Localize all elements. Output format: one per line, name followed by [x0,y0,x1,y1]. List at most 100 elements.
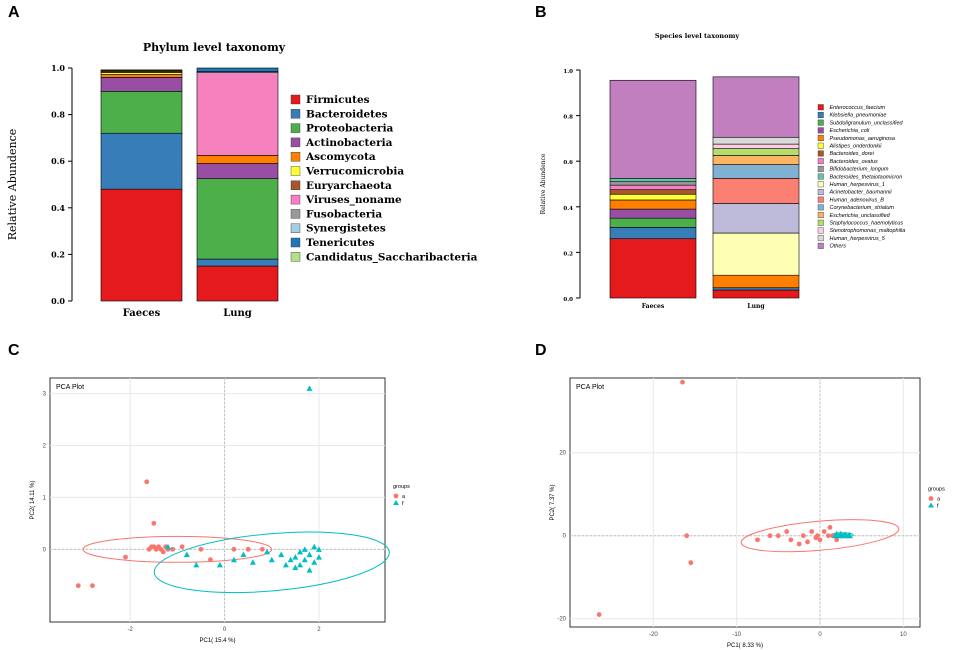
pca-d-legend-label: f [937,504,939,510]
species-legend-swatch [817,181,824,188]
pca-d-x-tick-label: 0 [818,632,822,638]
pca-d-y-label: PC2( 7.37 %) [550,484,556,520]
pca-c-point-f [311,559,318,565]
phylum-legend-label: Bacteroidetes [306,108,388,120]
species-legend-label: Stenotrophomonas_maltophilia [830,228,906,234]
species-bar-segment [712,274,800,289]
species-legend-label: Escherichia_unclassified [830,213,891,219]
panel-label-d: D [535,342,547,359]
pca-d-point-a [775,533,781,539]
pca-d-point-a [680,379,685,385]
pca-c-point-f [164,543,171,550]
species-legend-label: Human_herpesvirus_5 [830,236,886,242]
phylum-bar-segment [196,155,279,164]
species-bar-segment [609,227,697,240]
pca-c-point-f [301,556,308,563]
phylum-legend-swatch [290,94,301,105]
phylum-legend-swatch [290,109,301,119]
species-legend-label: Bacteroides_dorei [830,151,875,157]
species-bar-segment [712,203,800,234]
pca-c-y-tick-label: 2 [43,443,47,449]
pca-d-point-a [809,529,815,534]
pca-d-point-a [827,525,833,530]
species-legend-label: Human_herpesvirus_1 [830,182,885,188]
phylum-legend-swatch [290,137,301,148]
pca-d-point-a [684,533,690,539]
phylum-bar-segment [100,91,183,134]
species-legend-swatch [817,196,824,203]
species-legend-label: Enterococcus_faecium [830,105,886,111]
phylum-legend-label: Firmicutes [306,94,370,106]
pca-c-point-f [292,564,299,570]
pca-d-legend-swatch [928,502,934,508]
species-legend-swatch [817,212,824,219]
species-y-tick-label: 1.0 [563,69,573,75]
pca-c-point-f [306,551,313,558]
pca-c-ellipse-a [82,535,273,563]
pca-d-x-tick-label: -10 [732,632,741,638]
species-legend-label: Alistipes_onderdonkii [829,144,883,150]
pca-d-point-a [767,533,773,539]
pca-d-y-tick-label: 0 [563,534,567,540]
pca-d-legend-label: a [937,497,941,503]
species-legend-swatch [817,119,824,126]
species-bar-segment [609,184,697,190]
pca-d-legend-swatch [928,496,934,501]
phylum-y-tick-label: 0.8 [51,110,65,120]
species-legend-swatch [817,111,824,118]
phylum-legend-label: Fusobacteria [306,208,382,220]
pca-d-y-tick-label: 20 [559,451,566,457]
pca-c-point-a [144,479,150,485]
pca-d-point-a [821,529,827,534]
pca-c-y-tick-label: 0 [43,547,47,553]
pca-d-point-a [825,533,831,539]
phylum-category-label: Lung [223,308,252,319]
species-y-tick-label: 0.0 [563,297,573,303]
pca-c-point-f [297,548,304,555]
pca-d-y-tick-label: -20 [557,617,566,623]
species-bar-segment [609,238,697,299]
species-legend-label: Klebsiella_pneumoniae [830,113,887,119]
species-y-tick-label: 0.2 [563,251,573,257]
species-legend-swatch [817,135,824,142]
pca-c-point-f [240,551,247,558]
species-bar-segment [609,208,697,219]
pca-d-point-a [800,533,806,539]
phylum-legend-swatch [290,237,301,248]
pca-c-point-f [292,554,299,560]
phylum-legend-label: Proteobacteria [306,123,394,135]
phylum-bar-segment [100,74,183,78]
phylum-legend-swatch [290,123,301,133]
species-bar-segment [712,143,800,149]
pca-c-point-f [249,559,256,565]
species-bar-segment [712,76,800,138]
pca-d-ellipse-a [740,519,900,553]
pca-d-point-f [847,532,853,539]
species-legend-swatch [817,235,824,242]
species-bar-segment [712,287,800,291]
species-legend-swatch [817,173,824,180]
pca-c-point-a [160,549,166,555]
phylum-bar-segment [196,163,279,179]
species-legend-swatch [817,150,824,157]
pca-c-y-tick-label: 1 [43,495,47,501]
pca-d-point-a [796,541,802,547]
pca-d-plot-frame [569,377,921,628]
species-legend-swatch [817,242,824,249]
pca-d-point-a [788,537,794,543]
pca-c-point-f [287,556,294,563]
pca-c-x-label: PC1( 15.4 %) [199,638,235,644]
pca-c-point-a [198,546,204,552]
pca-c-point-f [268,556,275,563]
species-title: Species level taxonomy [655,32,739,40]
pca-c-point-a [75,583,81,589]
phylum-legend-label: Euryarchaeota [306,180,392,192]
species-category-label: Lung [747,303,765,310]
pca-d-title: PCA Plot [576,384,604,391]
pca-d-point-a [834,537,840,543]
pca-c-point-a [151,520,157,526]
pca-c-x-tick-label: 2 [317,627,321,633]
phylum-bar-segment [196,178,279,260]
phylum-title: Phylum level taxonomy [143,41,286,54]
pca-c-point-a [90,583,95,589]
